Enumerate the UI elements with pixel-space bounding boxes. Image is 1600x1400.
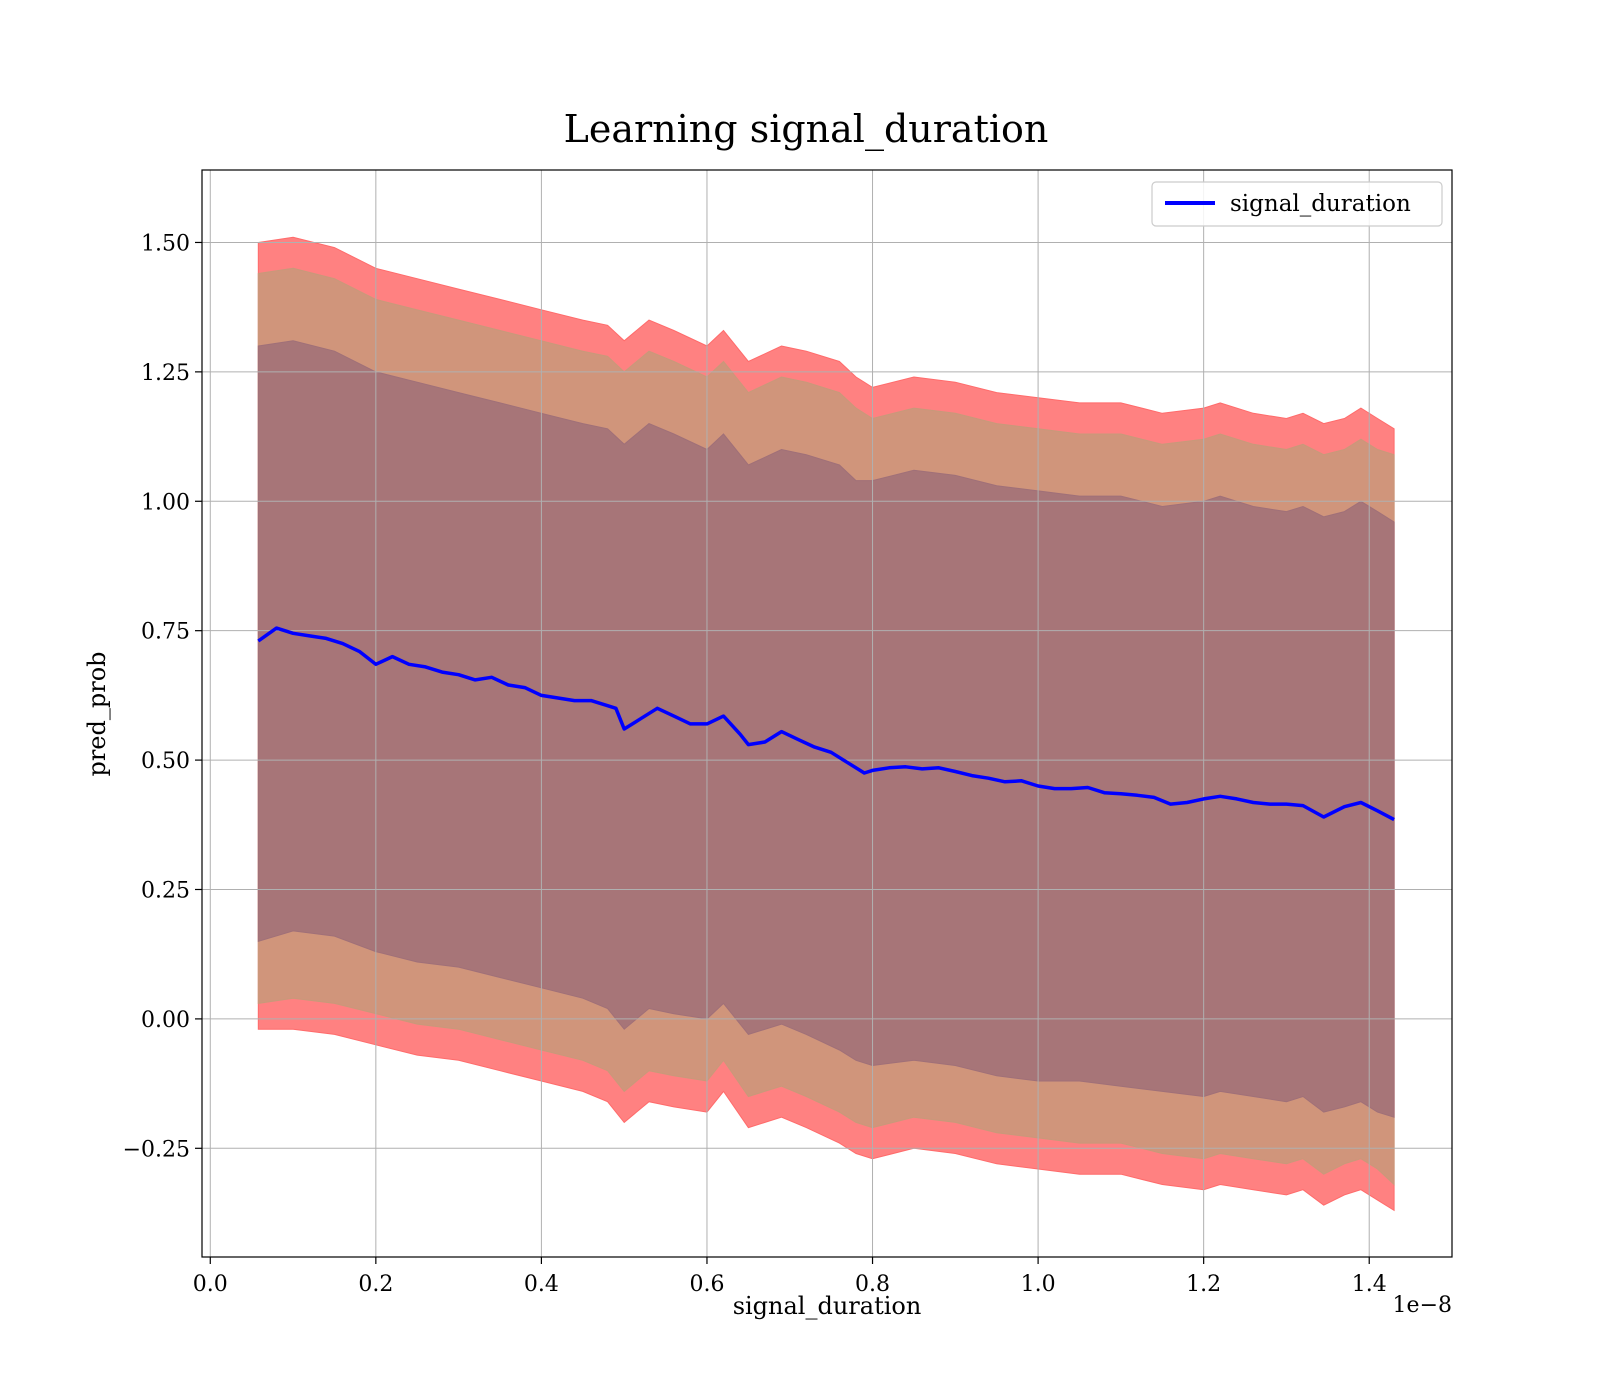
x-axis-offset-label: 1e−8 (1393, 1293, 1452, 1318)
x-axis-label: signal_duration (733, 1292, 922, 1320)
x-tick-label: 0.2 (358, 1272, 393, 1297)
y-axis: −0.25 0.00 0.25 0.50 0.75 1.00 1.25 1.50 (123, 231, 202, 1162)
x-tick-label: 0.8 (855, 1272, 890, 1297)
legend: signal_duration (1151, 181, 1443, 227)
series-lines (257, 626, 1395, 822)
y-tick-label: 0.75 (141, 620, 190, 645)
x-tick-label: 1.0 (1021, 1272, 1056, 1297)
confidence-bands (257, 236, 1395, 1212)
series-line (257, 626, 1395, 822)
x-tick-label: 0.4 (524, 1272, 559, 1297)
x-tick-label: 1.4 (1352, 1272, 1387, 1297)
legend-box (1151, 181, 1443, 227)
y-axis-label: pred_prob (83, 651, 111, 776)
chart-title: Learning signal_duration (564, 107, 1049, 152)
x-axis: 0.0 0.2 0.4 0.6 0.8 1.0 1.2 1.4 (193, 1257, 1387, 1297)
x-tick-label: 1.2 (1186, 1272, 1221, 1297)
y-tick-label: 0.00 (141, 1008, 190, 1033)
plot-area-frame (201, 169, 1453, 1258)
y-tick-label: 0.50 (141, 749, 190, 774)
legend-label: signal_duration (1230, 191, 1411, 217)
y-tick-label: 1.50 (141, 231, 190, 256)
y-tick-label: −0.25 (123, 1137, 190, 1162)
x-tick-label: 0.0 (193, 1272, 228, 1297)
y-tick-label: 1.00 (141, 490, 190, 515)
band-inner (257, 340, 1395, 1118)
y-tick-label: 1.25 (141, 361, 190, 386)
grid-lines (202, 170, 1452, 1257)
y-tick-label: 0.25 (141, 878, 190, 903)
x-tick-label: 0.6 (689, 1272, 724, 1297)
